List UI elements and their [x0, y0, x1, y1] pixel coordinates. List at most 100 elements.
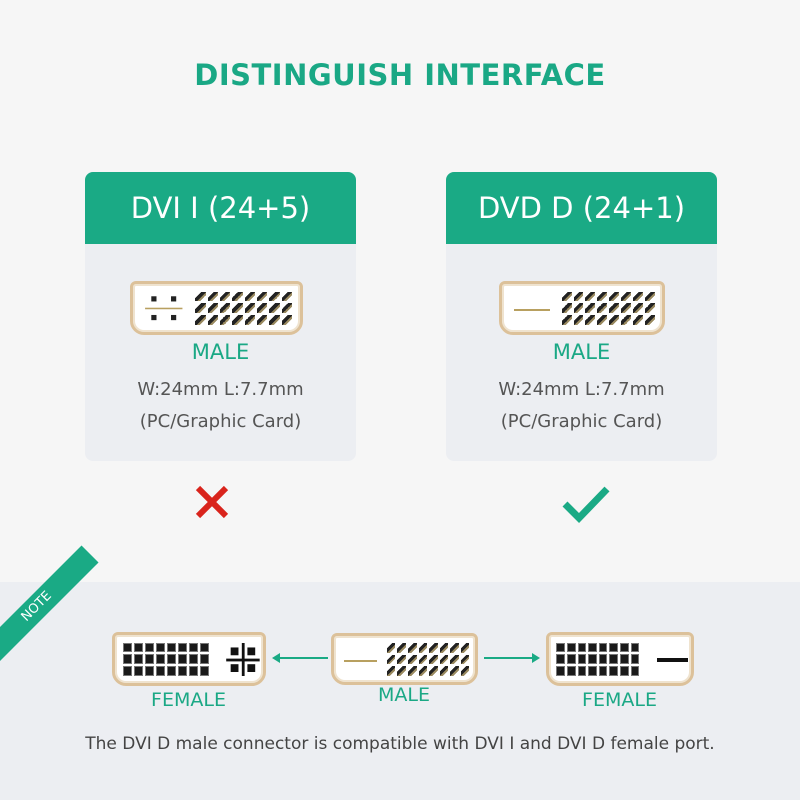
pin-grid	[561, 291, 655, 326]
pin	[588, 654, 597, 665]
pin	[630, 654, 640, 665]
pin	[644, 315, 655, 326]
pin	[632, 303, 643, 314]
pin	[630, 666, 640, 677]
pin	[585, 291, 596, 302]
pin	[577, 666, 587, 677]
note-section	[0, 582, 800, 800]
pin	[281, 291, 293, 302]
analog-socket-icon	[226, 642, 260, 677]
pin	[144, 666, 154, 677]
pin	[195, 315, 206, 326]
pin	[429, 654, 438, 665]
size-spec: W:24mm L:7.7mm	[498, 379, 665, 400]
pin	[269, 315, 280, 326]
pin	[177, 654, 187, 665]
pin	[556, 654, 565, 665]
connector-male-dvi-i	[130, 281, 303, 335]
pin	[407, 654, 417, 665]
pin	[166, 654, 176, 665]
pin	[609, 291, 620, 302]
pin	[460, 654, 470, 665]
pin	[588, 642, 597, 653]
pin	[122, 666, 132, 677]
pin	[644, 291, 655, 302]
pin	[621, 315, 631, 326]
pin	[597, 303, 608, 314]
pin	[195, 291, 206, 302]
pin	[244, 291, 256, 302]
analog-pins	[143, 292, 185, 325]
pin	[577, 642, 587, 653]
pin	[269, 303, 280, 314]
pin	[155, 654, 165, 665]
male-label: MALE	[378, 684, 430, 706]
pin	[257, 315, 268, 326]
size-spec: W:24mm L:7.7mm	[137, 379, 304, 400]
pin	[219, 291, 231, 302]
pin	[556, 642, 565, 653]
connector-male-dvi-d	[499, 281, 665, 335]
pin	[397, 643, 406, 653]
pin	[219, 315, 231, 326]
pin	[386, 666, 396, 676]
pin	[281, 303, 293, 314]
pin	[133, 666, 143, 677]
pin	[556, 666, 565, 677]
card-dvi-d: DVD D (24+1)	[446, 172, 717, 461]
pin	[418, 643, 428, 653]
pin	[632, 315, 643, 326]
pin	[244, 303, 256, 314]
pin-grid	[122, 642, 209, 677]
pin	[177, 666, 187, 677]
arrow-left-icon	[272, 653, 328, 663]
pin	[620, 654, 629, 665]
pin	[281, 315, 293, 326]
pin	[257, 291, 268, 302]
pin	[585, 315, 596, 326]
pin	[232, 303, 243, 314]
flat-blade	[513, 308, 551, 311]
pin	[195, 303, 206, 314]
pin	[199, 654, 209, 665]
pin	[567, 654, 576, 665]
pin	[269, 291, 280, 302]
pin	[133, 642, 143, 653]
pin	[232, 315, 243, 326]
pin	[418, 654, 428, 665]
pin	[219, 303, 231, 314]
usage-spec: (PC/Graphic Card)	[139, 411, 302, 432]
page-title: DISTINGUISH INTERFACE	[194, 58, 606, 92]
pin	[561, 315, 572, 326]
pin	[144, 642, 154, 653]
pin	[199, 666, 209, 677]
pin	[207, 303, 218, 314]
pin	[199, 642, 209, 653]
pin	[567, 642, 576, 653]
pin	[588, 666, 597, 677]
pin	[609, 642, 619, 653]
pin	[609, 666, 619, 677]
pin	[386, 643, 396, 653]
pin	[577, 654, 587, 665]
pin	[166, 666, 176, 677]
pin	[177, 642, 187, 653]
pin	[573, 291, 584, 302]
pin	[460, 666, 470, 676]
pin	[609, 654, 619, 665]
pin	[122, 642, 132, 653]
pin	[573, 315, 584, 326]
card-header: DVD D (24+1)	[446, 172, 717, 244]
check-icon	[562, 486, 610, 523]
pin	[407, 643, 417, 653]
pin	[585, 303, 596, 314]
pin	[188, 642, 198, 653]
pin	[155, 642, 165, 653]
pin	[450, 643, 459, 653]
connector-male-dvi-d	[331, 633, 478, 685]
pin	[166, 642, 176, 653]
pin-grid	[195, 291, 293, 326]
pin	[573, 303, 584, 314]
pin	[597, 291, 608, 302]
pin	[644, 303, 655, 314]
